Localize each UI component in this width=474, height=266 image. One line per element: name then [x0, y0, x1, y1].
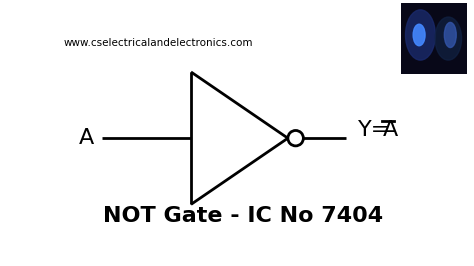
Text: Y=: Y=	[357, 120, 390, 140]
Ellipse shape	[444, 22, 456, 48]
Text: www.cselectricalandelectronics.com: www.cselectricalandelectronics.com	[64, 38, 254, 48]
Ellipse shape	[413, 24, 425, 46]
Text: A: A	[383, 120, 399, 140]
Ellipse shape	[405, 10, 435, 60]
Circle shape	[288, 131, 303, 146]
Ellipse shape	[435, 17, 462, 60]
Text: A: A	[79, 128, 94, 148]
Text: NOT Gate - IC No 7404: NOT Gate - IC No 7404	[103, 206, 383, 226]
